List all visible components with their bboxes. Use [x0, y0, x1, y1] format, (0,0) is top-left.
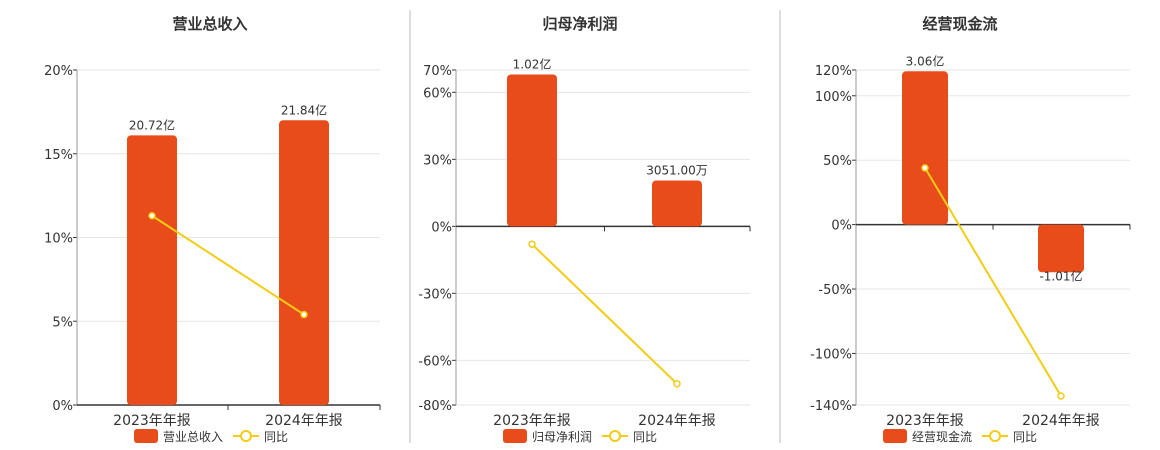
legend-swatch-bar [134, 429, 158, 443]
legend-label-bar: 营业总收入 [163, 430, 223, 444]
x-tick-label: 2024年年报 [638, 413, 716, 429]
bar-data-label: 20.72亿 [129, 117, 175, 132]
bar-data-label: 3051.00万 [646, 164, 708, 178]
y-tick-label: 0% [831, 219, 852, 234]
bar [1038, 224, 1084, 273]
legend: 归母净利润 同比 [503, 429, 657, 444]
chart-panel-3: 经营现金流 -140% -100% -50% 0% 50% 100% 120% 3.06亿 -1.… [810, 15, 1131, 444]
chart-title: 归母净利润 [542, 15, 617, 33]
legend: 经营现金流 同比 [883, 429, 1037, 444]
y-tick-label: -140% [810, 399, 852, 414]
yoy-point [528, 240, 536, 248]
y-tick-label: 0% [431, 220, 452, 235]
bar-data-label: 21.84亿 [281, 102, 327, 117]
bar [279, 120, 329, 405]
y-tick-label: 30% [423, 153, 452, 168]
yoy-point [921, 164, 929, 172]
legend-swatch-marker [609, 430, 621, 442]
x-tick-label: 2024年年报 [265, 413, 343, 429]
y-tick-label: -60% [418, 354, 452, 369]
y-tick-label: -80% [418, 399, 452, 414]
y-tick-label: 15% [44, 148, 73, 163]
y-tick-label: 120% [815, 64, 852, 79]
bar [652, 180, 702, 227]
legend-swatch-marker [989, 430, 1001, 442]
chart-panel-1: 营业总收入 0% 5% 10% 15% 20% 20.72亿 21.84亿 2023年年报 202… [44, 15, 381, 444]
legend-label-line: 同比 [1013, 430, 1037, 444]
legend-label-line: 同比 [633, 430, 657, 444]
y-tick-label: -30% [418, 287, 452, 302]
y-tick-label: 5% [52, 315, 73, 330]
bar [902, 71, 948, 225]
legend-swatch-bar [503, 429, 527, 443]
chart-title: 营业总收入 [172, 15, 247, 33]
yoy-point [300, 310, 308, 319]
legend-swatch-bar [883, 429, 907, 443]
y-tick-label: 50% [823, 154, 852, 169]
legend: 营业总收入 同比 [134, 429, 288, 444]
bar-data-label: -1.01亿 [1039, 268, 1082, 283]
yoy-point [148, 211, 156, 220]
bar [507, 74, 557, 227]
legend-label-bar: 经营现金流 [912, 429, 972, 444]
y-tick-label: 70% [423, 64, 452, 79]
bar [127, 135, 177, 405]
x-tick-label: 2023年年报 [113, 413, 191, 429]
bar-data-label: 3.06亿 [906, 53, 945, 68]
y-tick-label: 0% [52, 399, 73, 414]
chart-title: 经营现金流 [922, 15, 997, 33]
x-tick-label: 2024年年报 [1022, 413, 1100, 429]
y-tick-label: 20% [44, 64, 73, 79]
yoy-point [1057, 392, 1065, 400]
yoy-line [151, 214, 305, 316]
y-tick-label: -100% [810, 347, 852, 362]
y-tick-label: 100% [815, 90, 852, 105]
y-tick-label: 10% [44, 232, 73, 247]
bar-data-label: 1.02亿 [513, 56, 552, 71]
x-tick-label: 2023年年报 [886, 413, 964, 429]
yoy-line [531, 243, 678, 385]
chart-panel-2: 归母净利润 -80% -60% -30% 0% 30% 60% 70% 1.02亿 3051.00… [418, 15, 751, 444]
y-tick-label: -50% [818, 283, 852, 298]
yoy-line [924, 167, 1062, 397]
legend-swatch-marker [240, 430, 252, 442]
legend-label-line: 同比 [264, 430, 288, 444]
y-tick-label: 60% [423, 86, 452, 101]
yoy-point [673, 380, 681, 388]
x-tick-label: 2023年年报 [493, 413, 571, 429]
legend-label-bar: 归母净利润 [532, 430, 592, 444]
